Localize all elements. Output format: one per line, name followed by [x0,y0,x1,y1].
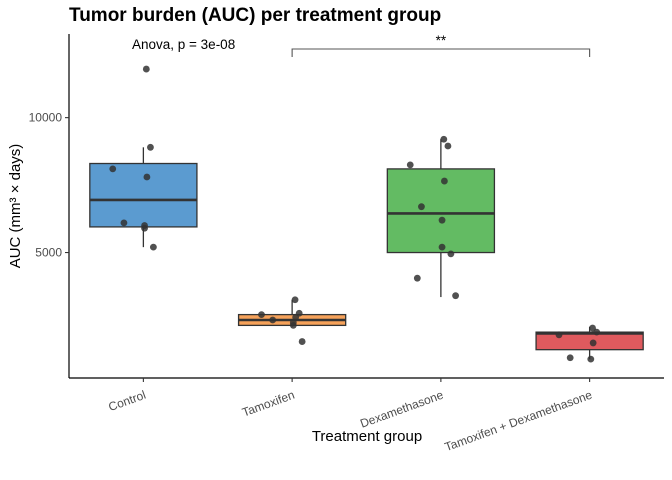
data-point [566,354,574,362]
box-group-control [89,65,198,251]
data-point [147,143,154,151]
significance-bracket: ** [291,33,591,57]
data-point [438,216,446,224]
data-point [258,311,265,318]
data-point [289,321,297,329]
data-point [143,173,151,181]
box-group-tamoxifen [237,296,347,345]
data-point [593,328,601,336]
y-tick-label: 10000 [29,111,63,125]
data-point [452,292,460,300]
box [386,168,496,254]
chart-title: Tumor burden (AUC) per treatment group [69,5,441,26]
significance-label: ** [436,33,447,48]
data-point [291,296,299,304]
data-point [413,274,421,282]
data-point [142,65,150,73]
x-tick-label: Control [107,388,148,414]
data-point [438,243,446,251]
data-point [444,142,452,150]
y-ticks: 5000 10000 [29,111,69,260]
x-tick-label: Tamoxifen [240,388,296,420]
y-axis-title: AUC (mm³ × days) [7,144,24,269]
anova-annotation: Anova, p = 3e-08 [132,37,235,52]
y-tick-label: 5000 [35,246,62,260]
data-point [141,224,148,232]
data-point [589,339,597,347]
data-point [120,219,128,227]
plot-area [89,65,644,363]
box-group-tamoxifen-dexamethasone [535,324,644,363]
x-tick-label: Dexamethasone [358,388,445,431]
data-point [418,203,425,211]
data-point [269,316,277,324]
data-point [555,331,563,339]
data-point [292,313,300,321]
data-point [441,177,448,185]
data-point [406,161,414,169]
data-point [587,355,595,363]
box [535,331,644,351]
data-point [447,250,455,258]
data-point [149,243,157,251]
data-point [109,165,117,173]
x-tick-label: Tamoxifen + Dexamethasone [443,388,594,455]
box [89,162,198,228]
bracket-line [291,48,591,57]
data-point [298,338,306,345]
data-point [440,135,448,143]
x-axis-title: Treatment group [312,428,422,445]
box-group-dexamethasone [386,135,496,300]
